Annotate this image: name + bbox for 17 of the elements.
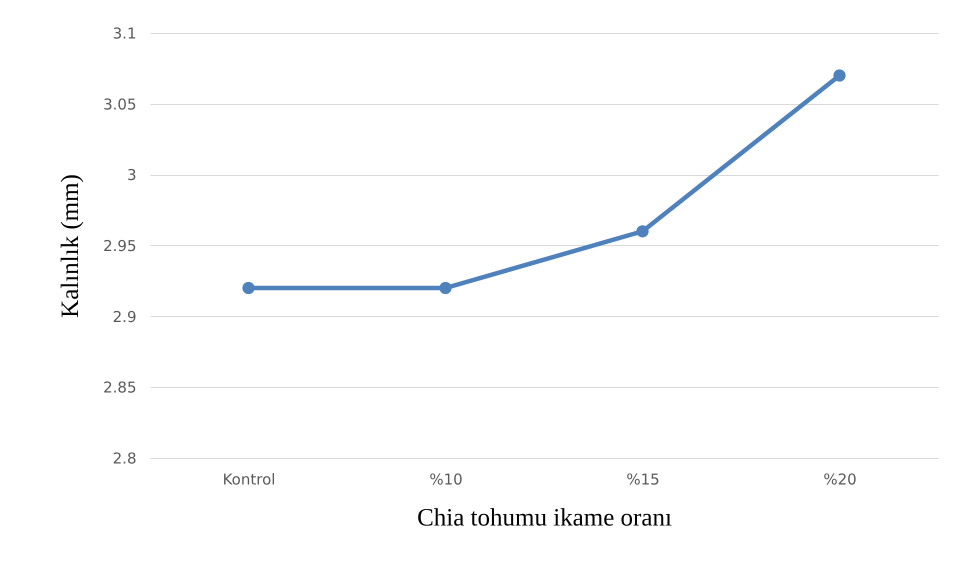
x-tick-label: %10 — [429, 470, 463, 488]
point — [833, 69, 846, 82]
x-tick-label: %15 — [626, 470, 660, 488]
y-tick-label: 2.95 — [103, 237, 136, 255]
point — [242, 282, 255, 294]
x-axis-title: Chia tohumu ikame oranı — [417, 504, 672, 532]
y-tick-label: 3.05 — [103, 95, 136, 114]
y-tick-label: 3 — [126, 166, 136, 184]
point — [439, 282, 452, 294]
y-axis-title: Kalınlık (mm) — [57, 174, 84, 318]
point — [636, 225, 649, 238]
x-tick-label: %20 — [823, 470, 857, 488]
y-tick-label: 2.8 — [112, 450, 136, 468]
x-tick-label: Kontrol — [222, 470, 276, 488]
y-tick-label: 2.85 — [103, 378, 136, 397]
y-tick-label: 3.1 — [112, 24, 136, 42]
y-tick-label: 2.9 — [112, 308, 136, 326]
